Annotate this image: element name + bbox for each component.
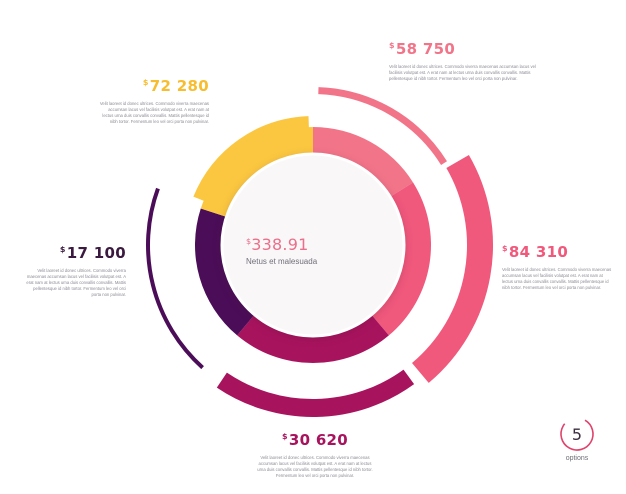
donut-center-hub <box>220 152 406 338</box>
callout-value: $30 620 <box>255 428 375 449</box>
callout-description: Velit laoreet id donec ultrices. Commodo… <box>257 455 373 478</box>
outer-arc-layer <box>146 87 493 417</box>
outer-arc-4 <box>146 187 204 370</box>
callout-value: $17 100 <box>26 241 126 262</box>
donut-slice-1 <box>313 127 414 206</box>
value-number: 72 280 <box>149 77 209 95</box>
center-currency-symbol: $ <box>246 237 252 246</box>
currency-symbol: $ <box>59 245 66 254</box>
callout-value: $84 310 <box>502 240 626 261</box>
callout-option-2: $84 310 Velit laoreet id donec ultrices.… <box>502 240 626 291</box>
value-number: 30 620 <box>288 431 349 449</box>
callout-option-1: $58 750 Velit laoreet id donec ultrices.… <box>389 37 539 82</box>
value-number: 84 310 <box>508 243 569 261</box>
center-total-number: 338.91 <box>251 235 309 254</box>
callout-option-5: $72 280 Velit laoreet id donec ultrices.… <box>99 74 209 125</box>
callout-option-4: $17 100 Velit laoreet id donec ultrices.… <box>26 241 126 298</box>
callout-description: Velit laoreet id donec ultrices. Commodo… <box>389 64 536 81</box>
center-label: Netus et malesuada <box>246 257 318 266</box>
value-number: 58 750 <box>395 40 456 58</box>
options-count-badge: 5 <box>560 417 594 451</box>
outer-arc-3 <box>216 369 415 417</box>
value-number: 17 100 <box>66 244 126 262</box>
center-total-value: $338.91 <box>246 233 376 254</box>
callout-option-3: $30 620 Velit laoreet id donec ultrices.… <box>255 428 375 479</box>
callout-value: $72 280 <box>99 74 209 95</box>
outer-arc-2 <box>411 155 493 383</box>
outer-arc-5 <box>193 116 310 206</box>
callout-value: $58 750 <box>389 37 539 58</box>
currency-symbol: $ <box>142 78 149 87</box>
badge-count: 5 <box>572 425 582 444</box>
options-label: options <box>565 455 589 462</box>
donut-ring-layer <box>194 127 431 364</box>
chart-center: $338.91 Netus et malesuada <box>246 233 376 267</box>
currency-symbol: $ <box>281 432 288 441</box>
callout-description: Velit laoreet id donec ultrices. Commodo… <box>502 267 612 290</box>
currency-symbol: $ <box>502 244 508 253</box>
currency-symbol: $ <box>389 41 395 50</box>
outer-arc-1 <box>318 87 447 165</box>
callout-description: Velit laoreet id donec ultrices. Commodo… <box>26 268 126 297</box>
callout-description: Velit laoreet id donec ultrices. Commodo… <box>99 101 209 124</box>
